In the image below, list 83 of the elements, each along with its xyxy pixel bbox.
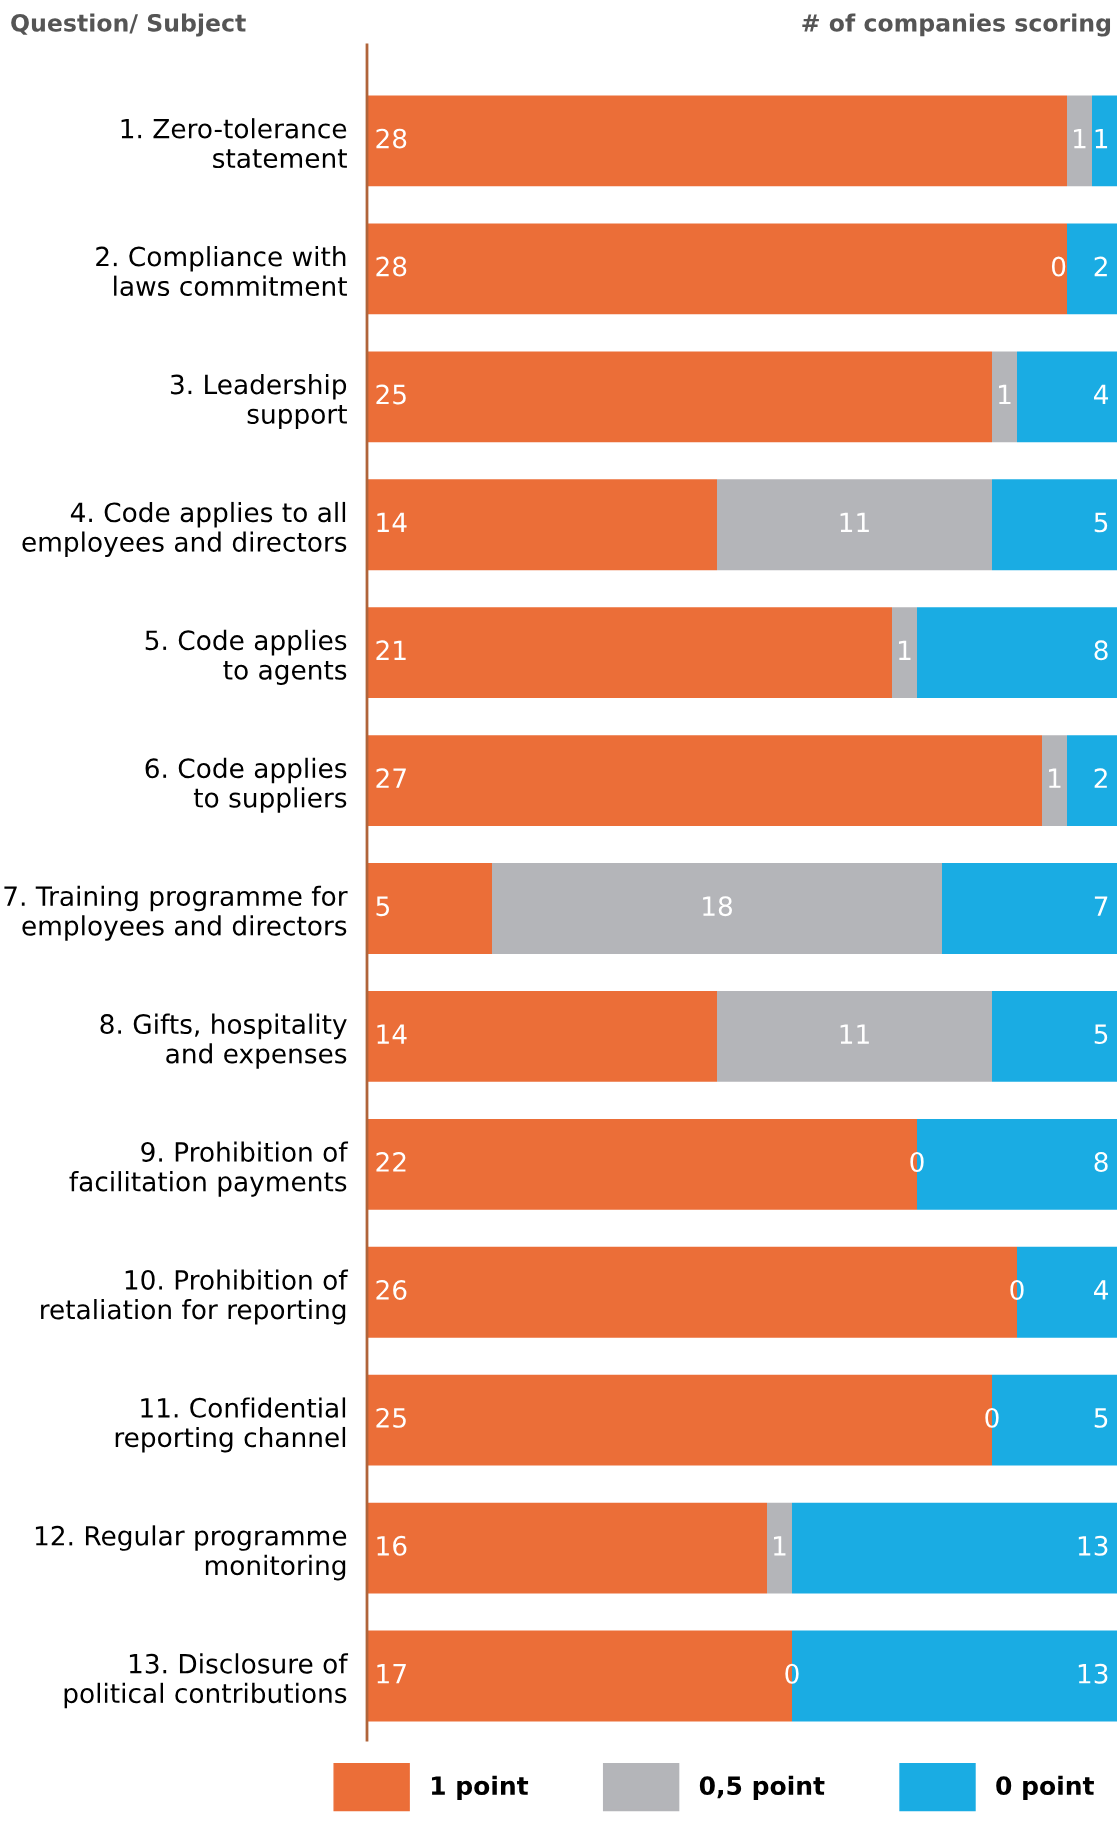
annotation: 0 [985,1407,999,1428]
y-tick-label: 6. Code applies to suppliers [145,757,347,813]
bar [1067,223,1117,315]
data-label: 13 [1078,1535,1108,1556]
bar [767,1502,792,1594]
bar [1092,95,1117,187]
data-label: 16 [377,1535,407,1556]
y-tick-label: 2. Compliance with laws commitment [96,246,347,297]
data-label: 26 [376,1279,407,1300]
y-tick-label: 1. Zero-tolerance statement [121,118,347,169]
bar [917,607,1117,699]
bar [1042,735,1067,826]
bar [992,479,1117,571]
data-label: 14 [377,1024,407,1044]
bar [992,351,1017,443]
data-label: 8 [1094,1152,1108,1172]
annotation: 0 [1010,1279,1024,1300]
annotation: 0 [785,1663,799,1684]
data-label: 27 [376,768,406,788]
data-label: 1 [1074,128,1086,149]
bar [367,991,717,1082]
data-label: 1 [1095,128,1108,149]
annotation: 0 [910,1152,924,1172]
y-tick-label: 3. Leadership support [170,374,347,430]
data-label: 28 [376,256,407,277]
y-tick-label: 8. Gifts, hospitality and expenses [100,1013,347,1069]
bar [942,863,1117,954]
bar [367,351,992,443]
bar [792,1502,1117,1594]
y-tick-label: 13. Disclosure of political contributions [64,1653,349,1709]
data-label: 14 [377,512,407,532]
bar [717,479,992,571]
data-label: 22 [376,1152,406,1172]
data-label: 21 [376,640,406,660]
data-label: 7 [1094,896,1108,916]
data-label: 2 [1094,256,1107,277]
data-label: 17 [377,1664,406,1684]
data-label: 1 [1049,768,1061,788]
bar [367,863,492,954]
legend-label: 0,5 point [699,1775,825,1800]
data-label: 1 [774,1536,786,1556]
bar [1017,351,1117,443]
x-axis-title: # of companies scoring [802,13,1111,37]
y-tick-label: 11. Confidential reporting channel [115,1397,346,1453]
bar [367,735,1042,826]
data-label: 8 [1094,640,1108,661]
y-tick-label: 9. Prohibition of facilitation payments [69,1141,349,1197]
legend-label: 0 point [996,1775,1094,1800]
legend-label: 1 point [431,1775,529,1800]
data-label: 2 [1094,768,1107,788]
y-tick-label: 12. Regular programme monitoring [35,1525,347,1581]
y-tick-label: 10. Prohibition of retaliation for reporting [41,1269,349,1325]
data-label: 5 [376,896,389,917]
data-label: 4 [1094,384,1109,405]
data-label: 25 [376,384,406,405]
bar [892,607,917,699]
bar [1067,95,1092,187]
bar [367,1502,767,1594]
bar [367,607,892,699]
y-axis-title: Question/ Subject [11,13,246,37]
data-label: 11 [840,1024,869,1044]
bar [992,991,1117,1082]
bar [367,223,1067,315]
data-label: 5 [1094,512,1108,533]
bar [367,479,717,571]
data-label: 5 [1094,1024,1108,1045]
data-label: 25 [376,1407,406,1428]
data-label: 11 [840,512,869,532]
bar [367,95,1067,187]
bar [1067,735,1117,826]
y-tick-label: 7. Training programme for employees and directors [4,885,348,941]
y-tick-label: 5. Code applies to agents [145,629,347,685]
data-label: 28 [376,128,407,149]
data-label: 5 [1094,1408,1108,1428]
data-label: 4 [1094,1280,1109,1300]
data-label: 1 [899,640,911,660]
data-label: 18 [703,896,732,917]
y-tick-label: 4. Code applies to all employees and directors [22,501,347,558]
data-label: 0 [1051,256,1066,277]
bar [717,991,992,1082]
data-label: 1 [999,384,1011,405]
data-label: 13 [1078,1663,1108,1684]
bar [492,863,942,954]
